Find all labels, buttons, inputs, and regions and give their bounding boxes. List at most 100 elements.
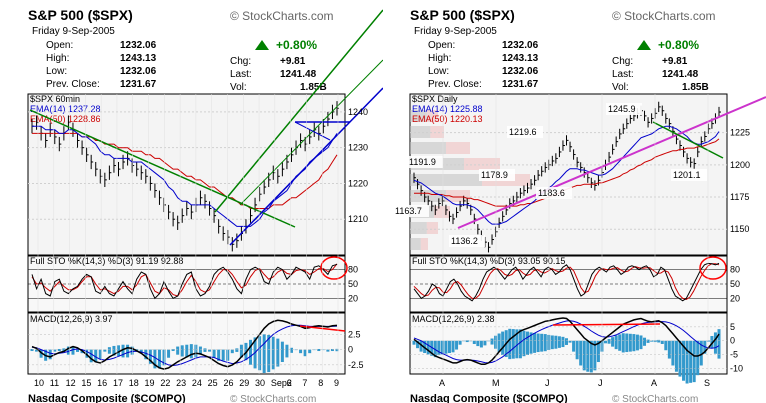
trendline-falling-green (652, 121, 724, 159)
channel-line-blue (294, 121, 331, 141)
trendline-rising-green-upper (214, 9, 383, 213)
macd-histogram-bar (430, 340, 434, 356)
time-tick-label: 15 (81, 378, 91, 388)
macd-histogram-bar (71, 346, 75, 355)
macd-histogram-bar (267, 334, 271, 373)
time-tick-label: 9 (334, 378, 339, 388)
time-tick-label: 23 (176, 378, 186, 388)
macd-tick-label: 2.5 (348, 329, 361, 339)
macd-histogram-bar (706, 340, 710, 342)
time-tick-label: M (492, 378, 500, 388)
price-annotation: 1178.9 (481, 170, 508, 180)
macd-histogram-bar (180, 345, 184, 357)
price-axis: 1240 1230 1220 1210 (348, 107, 368, 224)
price-annotation: 1201.1 (673, 170, 701, 180)
macd-histogram-bar (575, 340, 579, 360)
macd-histogram-bar (139, 349, 143, 354)
macd-histogram-bar (614, 335, 618, 350)
macd-histogram-bar (685, 340, 689, 384)
sto-tick-label: 80 (730, 265, 740, 275)
sto-tick-label: 50 (730, 279, 740, 289)
macd-histogram-bar (112, 345, 116, 356)
macd-histogram-bar (667, 340, 671, 359)
macd-histogram-bar (582, 340, 586, 371)
sto-label: Full STO %K(14,3) %D(3) 91.19 92.88 (30, 256, 183, 266)
macd-label: MACD(12,26,9) 3.97 (30, 314, 113, 324)
volume-profile-bar-red (446, 142, 470, 154)
volume-profile-bar (410, 142, 446, 154)
price-tick-label: 1210 (348, 214, 368, 224)
low-label: Low: (46, 66, 67, 77)
volume-profile-bar (410, 126, 431, 138)
macd-histogram-bar (130, 346, 134, 355)
macd-histogram-bar (285, 344, 289, 358)
macd-histogram-bar (62, 348, 66, 352)
macd-histogram-bar (657, 339, 661, 343)
macd-histogram-bar (330, 348, 334, 352)
macd-line (413, 317, 720, 366)
macd-histogram-bar (198, 346, 202, 355)
macd-histogram-bar (458, 340, 462, 345)
macd-histogram-bar (455, 340, 459, 350)
ema-short-line (32, 125, 338, 227)
prev-close-value: 1231.67 (502, 79, 539, 90)
ema-short-line (413, 125, 720, 225)
series-label: $SPX 60min (30, 94, 80, 104)
macd-histogram-bar (589, 340, 593, 373)
volume-profile-bar (410, 222, 427, 234)
time-tick-label: A (439, 378, 445, 388)
sto-label: Full STO %K(14,3) %D(3) 93.05 90.15 (412, 256, 565, 266)
macd-histogram-bar (167, 349, 171, 358)
macd-histogram-bar (335, 348, 339, 352)
low-value: 1232.06 (502, 66, 539, 77)
macd-histogram-bar (522, 330, 526, 357)
macd-histogram-bar (632, 334, 636, 352)
price-tick-label: 1225 (730, 128, 750, 138)
macd-histogram-bar (94, 349, 98, 363)
time-tick-label: A (651, 378, 657, 388)
open-label: Open: (46, 40, 73, 51)
up-arrow-icon (637, 40, 651, 50)
info-block: S&P 500 ($SPX) © StockCharts.com Friday … (410, 7, 716, 93)
footer-label: Nasdaq Composite ($COMPQ) (410, 393, 568, 403)
macd-histogram-bar (321, 349, 325, 351)
macd-histogram-bar (89, 349, 93, 363)
time-tick-label: Sep2 (271, 378, 292, 388)
highlight-circle (699, 256, 727, 280)
macd-divergence-line (552, 323, 661, 326)
macd-histogram-bar (568, 340, 572, 343)
chart-canvas-60min: S&P 500 ($SPX) © StockCharts.com Friday … (27, 7, 383, 403)
macd-tick-label: 5 (730, 322, 735, 332)
time-tick-label: 17 (113, 378, 123, 388)
date-label: Friday 9-Sep-2005 (32, 26, 115, 37)
macd-histogram-bar (529, 332, 533, 354)
high-label: High: (428, 53, 451, 64)
macd-tick-label: 0 (730, 336, 735, 346)
price-tick-label: 1200 (730, 160, 750, 170)
macd-histogram-bar (643, 337, 647, 346)
prev-close-value: 1231.67 (120, 79, 157, 90)
macd-histogram-bar (451, 340, 455, 353)
last-label: Last: (230, 69, 252, 80)
price-annotation: 1183.6 (538, 188, 565, 198)
time-tick-label: 25 (208, 378, 218, 388)
macd-histogram-bar (664, 340, 668, 351)
trendlines (457, 96, 766, 229)
footer-note: © StockCharts.com (612, 394, 698, 403)
last-label: Last: (612, 69, 634, 80)
macd-histogram-bar (543, 334, 547, 352)
macd-tick-label: -5 (730, 350, 738, 360)
macd-histogram-bar (611, 337, 615, 347)
macd-histogram-bar (76, 348, 80, 352)
macd-histogram-bar (476, 340, 480, 347)
brand-label: © StockCharts.com (612, 9, 716, 23)
volume-profile-bar-red (426, 222, 438, 234)
chart-title: S&P 500 ($SPX) (28, 7, 133, 23)
time-tick-label: 16 (97, 378, 107, 388)
macd-histogram-bar (501, 331, 505, 355)
price-annotation: 1219.6 (509, 127, 537, 137)
macd-histogram-bar (674, 340, 678, 372)
macd-histogram-bar (497, 333, 501, 353)
stochastic-series: 80 50 20 (28, 256, 358, 303)
